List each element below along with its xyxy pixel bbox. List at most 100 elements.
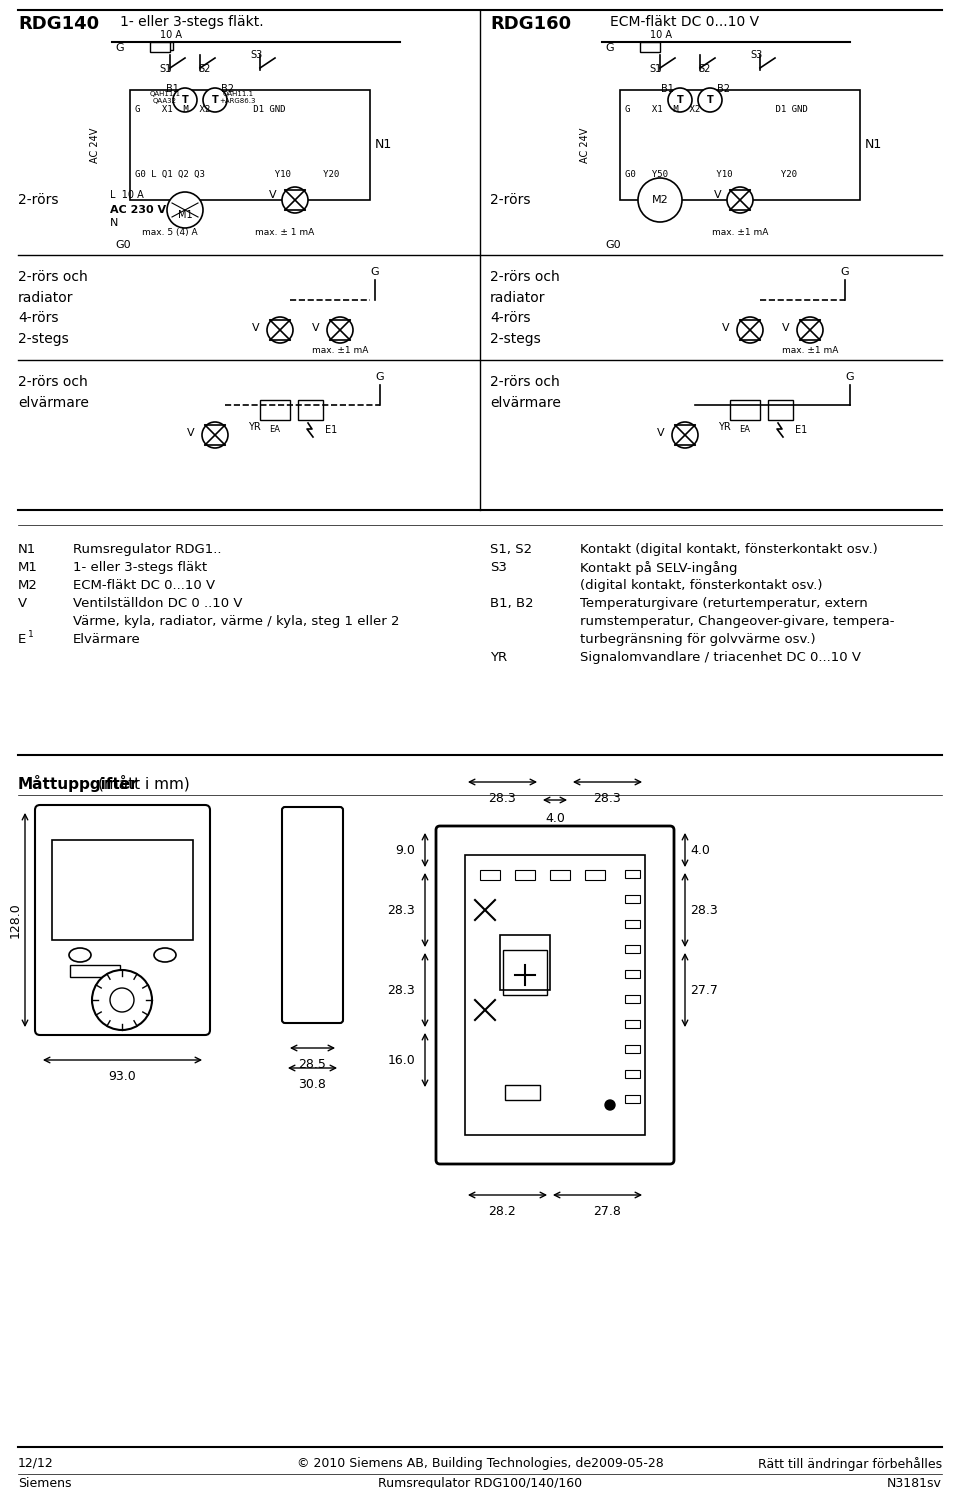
Bar bbox=[52, 841, 193, 940]
Text: ECM-fläkt DC 0...10 V: ECM-fläkt DC 0...10 V bbox=[73, 579, 215, 592]
Bar bbox=[155, 42, 173, 51]
Text: Siemens: Siemens bbox=[18, 1478, 71, 1488]
Text: N: N bbox=[110, 219, 118, 228]
Bar bbox=[480, 870, 500, 879]
Text: max. ±1 mA: max. ±1 mA bbox=[312, 347, 369, 356]
Bar bbox=[625, 870, 640, 878]
Text: ECM-fläkt DC 0...10 V: ECM-fläkt DC 0...10 V bbox=[610, 15, 759, 28]
Circle shape bbox=[110, 988, 134, 1012]
Text: 16.0: 16.0 bbox=[387, 1054, 415, 1067]
Text: AC 24V: AC 24V bbox=[580, 128, 590, 162]
FancyBboxPatch shape bbox=[436, 826, 674, 1164]
Text: B1, B2: B1, B2 bbox=[490, 597, 534, 610]
Text: QAH11.1
QAA32: QAH11.1 QAA32 bbox=[150, 91, 180, 104]
Text: G    X1  M  X2              D1 GND: G X1 M X2 D1 GND bbox=[625, 106, 807, 115]
FancyBboxPatch shape bbox=[35, 805, 210, 1036]
Text: G0: G0 bbox=[115, 240, 131, 250]
Circle shape bbox=[173, 88, 197, 112]
Text: © 2010 Siemens AB, Building Technologies, de2009-05-28: © 2010 Siemens AB, Building Technologies… bbox=[297, 1457, 663, 1470]
Bar bbox=[150, 42, 170, 52]
Text: V: V bbox=[658, 429, 665, 437]
Text: S2: S2 bbox=[199, 64, 211, 74]
Text: Rumsregulator RDG1..: Rumsregulator RDG1.. bbox=[73, 543, 222, 557]
Bar bbox=[730, 400, 760, 420]
Text: turbegränsning för golvvärme osv.): turbegränsning för golvvärme osv.) bbox=[580, 632, 816, 646]
Text: T: T bbox=[181, 95, 188, 106]
Text: V: V bbox=[252, 323, 260, 333]
FancyBboxPatch shape bbox=[620, 89, 860, 199]
Bar bbox=[625, 1095, 640, 1103]
Text: Måttuppgifter: Måttuppgifter bbox=[18, 775, 138, 792]
Text: 2-rörs och
radiator
4-rörs
2-stegs: 2-rörs och radiator 4-rörs 2-stegs bbox=[490, 269, 560, 345]
Bar bbox=[465, 856, 645, 1135]
Text: V: V bbox=[18, 597, 27, 610]
Text: S3: S3 bbox=[250, 51, 262, 60]
Text: N1: N1 bbox=[375, 138, 393, 152]
Text: G0: G0 bbox=[605, 240, 620, 250]
FancyBboxPatch shape bbox=[282, 806, 343, 1024]
Bar bbox=[585, 870, 605, 879]
Bar bbox=[625, 1045, 640, 1054]
Text: RDG140: RDG140 bbox=[18, 15, 99, 33]
Circle shape bbox=[672, 423, 698, 448]
Text: G    X1  M  X2        D1 GND: G X1 M X2 D1 GND bbox=[135, 106, 285, 115]
Text: rumstemperatur, Changeover-givare, tempera-: rumstemperatur, Changeover-givare, tempe… bbox=[580, 615, 895, 628]
Text: 2-rörs och
elvärmare: 2-rörs och elvärmare bbox=[18, 375, 89, 409]
Text: N3181sv: N3181sv bbox=[887, 1478, 942, 1488]
Circle shape bbox=[92, 970, 152, 1030]
Text: Kontakt på SELV-ingång: Kontakt på SELV-ingång bbox=[580, 561, 737, 574]
Text: Kontakt (digital kontakt, fönsterkontakt osv.): Kontakt (digital kontakt, fönsterkontakt… bbox=[580, 543, 877, 557]
Text: 9.0: 9.0 bbox=[396, 844, 415, 857]
Text: Temperaturgivare (returtemperatur, extern: Temperaturgivare (returtemperatur, exter… bbox=[580, 597, 868, 610]
Text: N1: N1 bbox=[865, 138, 882, 152]
FancyBboxPatch shape bbox=[130, 89, 370, 199]
Text: max. 5 (4) A: max. 5 (4) A bbox=[142, 228, 198, 237]
Text: YR: YR bbox=[718, 423, 731, 432]
Text: RDG160: RDG160 bbox=[490, 15, 571, 33]
Circle shape bbox=[638, 179, 682, 222]
Circle shape bbox=[698, 88, 722, 112]
Text: M2: M2 bbox=[652, 195, 668, 205]
Text: S2: S2 bbox=[699, 64, 711, 74]
Text: 2-rörs: 2-rörs bbox=[18, 193, 59, 207]
Text: 28.3: 28.3 bbox=[593, 792, 621, 805]
Text: max. ± 1 mA: max. ± 1 mA bbox=[255, 228, 315, 237]
Text: Rumsregulator RDG100/140/160: Rumsregulator RDG100/140/160 bbox=[378, 1478, 582, 1488]
Text: (mått i mm): (mått i mm) bbox=[98, 775, 190, 792]
Text: M1: M1 bbox=[178, 210, 192, 220]
Text: max. ±1 mA: max. ±1 mA bbox=[711, 228, 768, 237]
Bar bbox=[260, 400, 290, 420]
Text: S3: S3 bbox=[490, 561, 507, 574]
Text: 28.3: 28.3 bbox=[387, 903, 415, 917]
Text: (digital kontakt, fönsterkontakt osv.): (digital kontakt, fönsterkontakt osv.) bbox=[580, 579, 823, 592]
Bar bbox=[70, 966, 120, 978]
Text: EA: EA bbox=[270, 426, 280, 434]
Bar bbox=[625, 945, 640, 952]
Text: E: E bbox=[18, 632, 26, 646]
Circle shape bbox=[282, 187, 308, 213]
Text: S1: S1 bbox=[158, 64, 171, 74]
Text: 10 A: 10 A bbox=[160, 30, 182, 40]
Bar bbox=[625, 1070, 640, 1077]
Text: S1, S2: S1, S2 bbox=[490, 543, 532, 557]
Text: G: G bbox=[375, 372, 384, 382]
Text: S1: S1 bbox=[649, 64, 661, 74]
Text: 1: 1 bbox=[28, 629, 34, 638]
Circle shape bbox=[605, 1100, 615, 1110]
Text: S3: S3 bbox=[750, 51, 762, 60]
Text: Elvärmare: Elvärmare bbox=[73, 632, 141, 646]
Bar bbox=[550, 870, 570, 879]
Text: V: V bbox=[714, 190, 722, 199]
Text: 93.0: 93.0 bbox=[108, 1070, 136, 1083]
Text: YR: YR bbox=[490, 652, 507, 664]
Text: V: V bbox=[187, 429, 195, 437]
Circle shape bbox=[797, 317, 823, 344]
Text: Ventilställdon DC 0 ..10 V: Ventilställdon DC 0 ..10 V bbox=[73, 597, 243, 610]
Text: G0 L Q1 Q2 Q3             Y10      Y20: G0 L Q1 Q2 Q3 Y10 Y20 bbox=[135, 170, 339, 179]
Text: 28.5: 28.5 bbox=[298, 1058, 326, 1071]
Text: V: V bbox=[722, 323, 730, 333]
Bar bbox=[503, 949, 547, 995]
Text: 12/12: 12/12 bbox=[18, 1457, 54, 1470]
Circle shape bbox=[737, 317, 763, 344]
Ellipse shape bbox=[69, 948, 91, 963]
